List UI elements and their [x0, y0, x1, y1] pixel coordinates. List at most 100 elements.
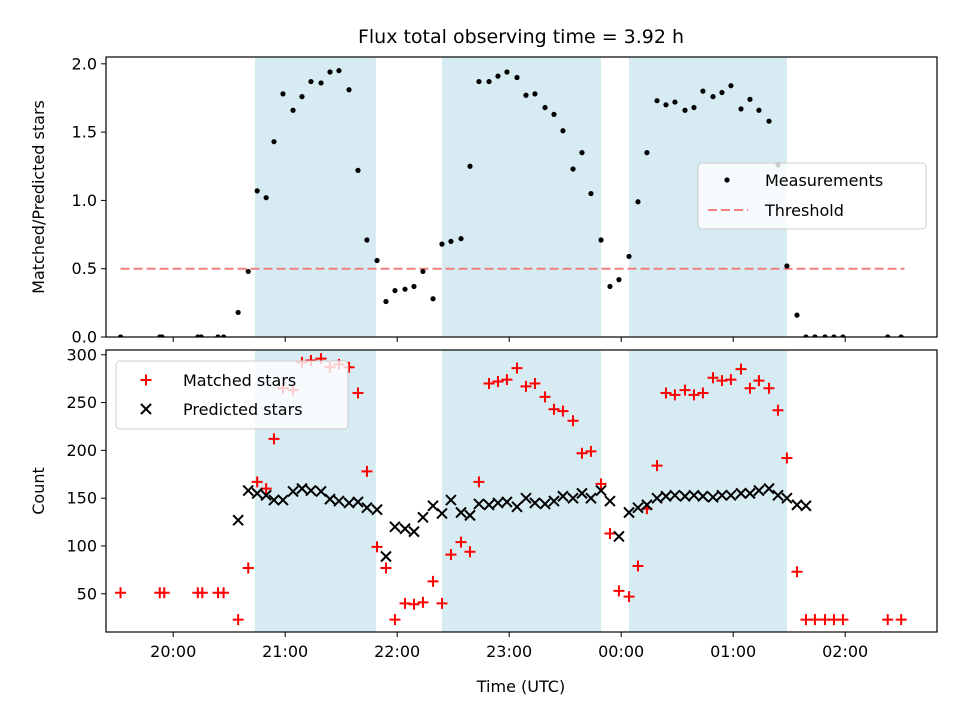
matched-star-point	[567, 415, 579, 427]
top-y-tick-label: 0.0	[72, 328, 97, 347]
matched-star-point	[613, 585, 625, 597]
measurement-point	[551, 111, 557, 117]
measurement-point	[626, 253, 632, 260]
predicted-star-point	[623, 506, 635, 519]
matched-star-point	[268, 433, 280, 445]
predicted-star-point	[707, 491, 719, 503]
predicted-star-point	[242, 484, 254, 497]
legend-measurements-label: Measurements	[765, 171, 883, 190]
predicted-star-point	[436, 507, 448, 520]
measurement-point	[738, 106, 744, 112]
predicted-star-point	[389, 521, 401, 533]
top-y-axis-label: Matched/Predicted stars	[29, 100, 48, 294]
matched-star-point	[688, 389, 700, 401]
top-panel: 0.0 0.5 1.0 1.5 2.0 Matched/Predicted stars Me…	[29, 54, 938, 347]
matched-star-point	[697, 387, 709, 399]
measurement-point	[290, 107, 296, 113]
matched-star-point	[520, 380, 532, 392]
measurement-point	[364, 237, 370, 243]
matched-star-point	[595, 478, 607, 490]
measurement-point	[448, 238, 454, 244]
predicted-star-point	[277, 494, 289, 506]
measurement-point	[812, 334, 818, 337]
measurement-point	[784, 263, 790, 269]
measurement-point	[682, 107, 688, 113]
matched-star-point	[501, 374, 513, 386]
legend-matched-marker	[140, 374, 152, 386]
measurement-point	[383, 298, 389, 305]
bottom-panel: 20:00 21:00 22:00 23:00 00:00 01:00 02:00 50 100…	[29, 345, 938, 661]
bottom-frame	[105, 349, 938, 633]
matched-star-point	[389, 614, 401, 626]
matched-star-point	[679, 384, 691, 396]
measurement-point	[803, 334, 809, 337]
measurement-point	[355, 167, 361, 173]
top-frame	[105, 56, 938, 338]
predicted-star-point	[557, 490, 569, 502]
matched-star-point	[548, 403, 560, 415]
matched-star-point	[753, 375, 765, 387]
bottom-y-tick-label: 150	[66, 489, 97, 508]
predicted-star-point	[464, 509, 476, 522]
predicted-star-point	[641, 499, 653, 511]
matched-star-point	[352, 387, 364, 399]
top-y-tick-label: 0.5	[72, 259, 97, 278]
matched-star-point	[707, 372, 719, 384]
matched-star-point	[669, 389, 681, 401]
matched-star-point	[218, 587, 230, 599]
bottom-y-tick-label: 50	[77, 584, 97, 603]
measurement-point	[691, 104, 697, 111]
measurement-point	[532, 91, 538, 97]
matched-star-point	[232, 614, 244, 626]
predicted-star-point	[473, 498, 485, 510]
measurement-point	[756, 107, 762, 113]
matched-star-point	[632, 560, 644, 572]
bottom-legend: Matched stars Predicted stars	[115, 360, 349, 430]
measurement-point	[588, 190, 594, 197]
matched-star-point	[260, 483, 272, 495]
matched-star-point	[511, 362, 523, 374]
measurement-point	[616, 277, 622, 283]
predicted-star-point	[800, 500, 812, 512]
measurement-point	[458, 236, 464, 242]
top-y-tick-label: 1.0	[72, 191, 97, 210]
measurement-point	[663, 102, 669, 108]
measurement-point	[654, 98, 660, 104]
predicted-star-point	[361, 502, 373, 514]
predicted-star-point	[483, 499, 495, 511]
measurement-point	[514, 74, 520, 81]
matched-star-point	[837, 614, 849, 626]
matched-star-point	[464, 546, 476, 558]
measurement-point	[560, 128, 566, 134]
predicted-star-point	[268, 494, 280, 506]
top-shaded-interval-0	[254, 57, 376, 337]
top-shaded-interval-1	[441, 57, 602, 337]
matched-star-point	[895, 614, 907, 626]
legend-predicted-label: Predicted stars	[183, 400, 303, 419]
predicted-star-point	[511, 501, 523, 513]
predicted-star-point	[548, 495, 560, 507]
matched-star-point	[251, 476, 263, 488]
measurement-point	[467, 163, 473, 169]
measurement-point	[598, 237, 604, 243]
predicted-star-point	[735, 487, 747, 500]
matched-star-point	[483, 377, 495, 389]
legend-matched-label: Matched stars	[183, 371, 296, 390]
matched-star-point	[791, 566, 803, 578]
predicted-star-point	[632, 502, 644, 514]
predicted-star-point	[408, 525, 420, 538]
legend-threshold-label: Threshold	[764, 201, 844, 220]
measurement-point	[117, 334, 124, 337]
bottom-y-tick-label: 250	[66, 393, 97, 412]
measurement-point	[831, 334, 837, 337]
predicted-star-point	[716, 489, 728, 502]
top-legend: Measurements Threshold	[697, 162, 927, 230]
predicted-star-point	[251, 487, 263, 500]
measurement-point	[392, 287, 398, 294]
measurement-point	[766, 118, 772, 124]
measurement-point	[486, 78, 492, 85]
predicted-star-point	[399, 523, 411, 535]
measurement-point	[308, 78, 314, 85]
x-tick-label: 21:00	[262, 642, 308, 661]
measurement-point	[794, 312, 800, 318]
